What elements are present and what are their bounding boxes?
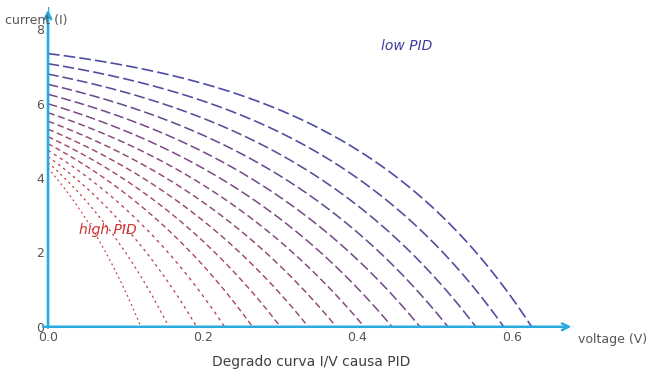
Text: voltage (V): voltage (V): [578, 333, 647, 346]
Text: low PID: low PID: [381, 39, 432, 53]
Text: current (I): current (I): [5, 14, 68, 27]
Text: high PID: high PID: [79, 223, 137, 237]
X-axis label: Degrado curva I/V causa PID: Degrado curva I/V causa PID: [212, 355, 410, 369]
